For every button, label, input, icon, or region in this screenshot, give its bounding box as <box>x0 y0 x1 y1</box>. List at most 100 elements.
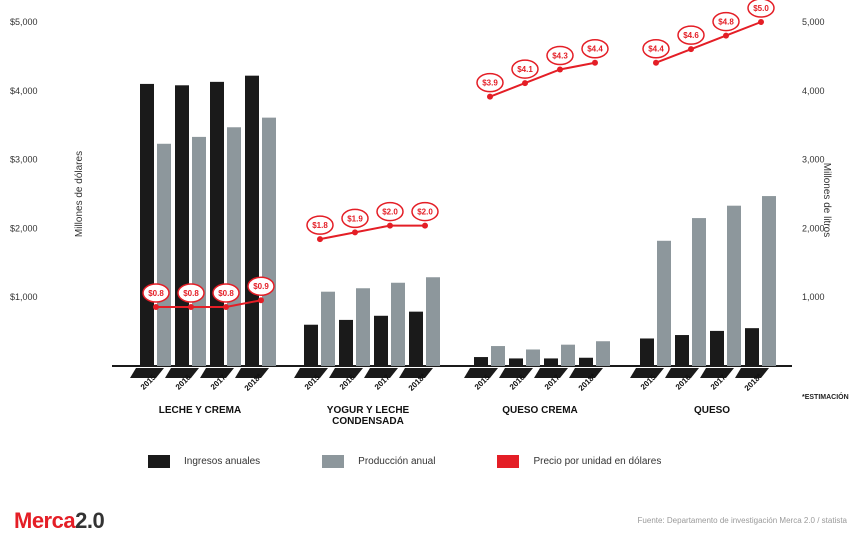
bar-produccion <box>526 349 540 366</box>
chart-area: $5,000 5,000 $4,000 4,000 $3,000 3,000 $2,000 2… <box>10 0 832 427</box>
price-line <box>655 21 762 64</box>
bar-produccion <box>321 291 335 366</box>
y-axis-title-left: Millones de dólares <box>74 151 85 237</box>
price-point <box>223 304 229 311</box>
price-label: $2.0 <box>382 208 398 217</box>
bar-produccion <box>692 218 706 366</box>
year-tag <box>534 368 568 378</box>
price-point <box>592 59 598 66</box>
year-tag <box>294 368 328 378</box>
price-label: $4.1 <box>517 65 533 74</box>
price-label: $0.8 <box>183 289 199 298</box>
price-bubble <box>212 283 240 303</box>
price-point <box>387 222 393 229</box>
bar-produccion <box>596 341 610 366</box>
bar-ingresos <box>140 83 154 367</box>
price-label: $4.6 <box>683 31 699 40</box>
year-tag <box>569 368 603 378</box>
bar-ingresos <box>745 328 759 366</box>
price-point <box>317 236 323 243</box>
price-label: $4.8 <box>718 18 734 27</box>
price-point <box>557 66 563 73</box>
price-bubble <box>376 201 404 222</box>
bar-produccion <box>262 117 276 366</box>
price-bubble <box>247 276 275 296</box>
footnote: *ESTIMACIÓN <box>802 394 849 401</box>
bar-produccion <box>192 136 206 366</box>
price-label: $3.9 <box>482 79 498 88</box>
bar-ingresos <box>210 81 224 366</box>
bar-produccion <box>391 282 405 366</box>
price-bubble <box>476 72 504 93</box>
price-label: $2.0 <box>417 208 433 217</box>
bar-ingresos <box>374 315 388 366</box>
group-label: QUESO CREMA <box>502 405 578 416</box>
bar-ingresos <box>474 357 488 366</box>
price-label: $5.0 <box>753 4 769 13</box>
year-tag <box>499 368 533 378</box>
price-label: $4.4 <box>648 45 664 54</box>
year-tag <box>235 368 269 378</box>
y-tick-left: $2,000 <box>10 223 38 233</box>
y-tick-left: $3,000 <box>10 155 38 165</box>
legend: Ingresos anuales Producción anual Precio… <box>148 455 723 468</box>
year-tag <box>464 368 498 378</box>
bar-ingresos <box>245 75 259 366</box>
price-bubble <box>142 283 170 303</box>
price-point <box>758 19 764 25</box>
price-line <box>489 61 596 98</box>
year-tag <box>665 368 699 378</box>
legend-swatch-produccion <box>322 455 345 468</box>
price-bubble <box>177 283 205 303</box>
price-bubble <box>411 201 439 222</box>
price-bubble <box>581 38 609 59</box>
price-point <box>487 93 493 100</box>
year-tag <box>700 368 734 378</box>
price-bubble <box>712 11 740 32</box>
group-label: QUESO <box>694 405 730 416</box>
group-label: CONDENSADA <box>332 416 404 427</box>
brand-name-dark: 2.0 <box>75 508 105 533</box>
legend-item-precio: Precio por unidad en dólares <box>497 455 661 468</box>
price-label: $0.9 <box>253 282 269 291</box>
price-point <box>653 59 659 66</box>
year-tag <box>630 368 664 378</box>
y-tick-right: 3,000 <box>802 155 825 165</box>
year-tag <box>329 368 363 378</box>
legend-swatch-ingresos <box>148 455 170 468</box>
price-point <box>723 32 729 39</box>
price-label: $0.8 <box>218 289 234 298</box>
bar-ingresos <box>509 358 523 366</box>
bar-ingresos <box>544 358 558 366</box>
price-bubble <box>546 45 574 66</box>
bar-produccion <box>491 346 505 366</box>
y-tick-right: 4,000 <box>802 86 825 96</box>
bar-produccion <box>157 143 171 366</box>
group-label: LECHE Y CREMA <box>159 405 241 416</box>
price-point <box>188 304 194 311</box>
y-tick-left: $1,000 <box>10 292 38 302</box>
bar-ingresos <box>579 357 593 366</box>
year-tag <box>364 368 398 378</box>
legend-label-precio: Precio por unidad en dólares <box>533 456 662 467</box>
price-bubble <box>511 59 539 79</box>
bar-ingresos <box>409 311 423 366</box>
y-tick-left: $4,000 <box>10 86 38 96</box>
price-label: $4.4 <box>587 45 603 54</box>
bar-produccion <box>426 277 440 366</box>
bar-ingresos <box>710 330 724 366</box>
year-tag <box>165 368 199 378</box>
legend-swatch-precio <box>497 455 520 468</box>
bar-ingresos <box>640 338 654 366</box>
y-tick-right: 5,000 <box>802 17 825 27</box>
y-tick-right: 1,000 <box>802 292 825 302</box>
price-point <box>352 229 358 236</box>
y-tick-left: $5,000 <box>10 17 38 27</box>
brand-logo: Merca2.0 <box>14 508 105 534</box>
legend-item-ingresos: Ingresos anuales <box>148 455 260 468</box>
price-label: $1.8 <box>312 221 328 230</box>
group-label: YOGUR Y LECHE <box>327 405 410 416</box>
bar-ingresos <box>675 335 689 366</box>
price-point <box>688 46 694 53</box>
bar-ingresos <box>304 324 318 366</box>
